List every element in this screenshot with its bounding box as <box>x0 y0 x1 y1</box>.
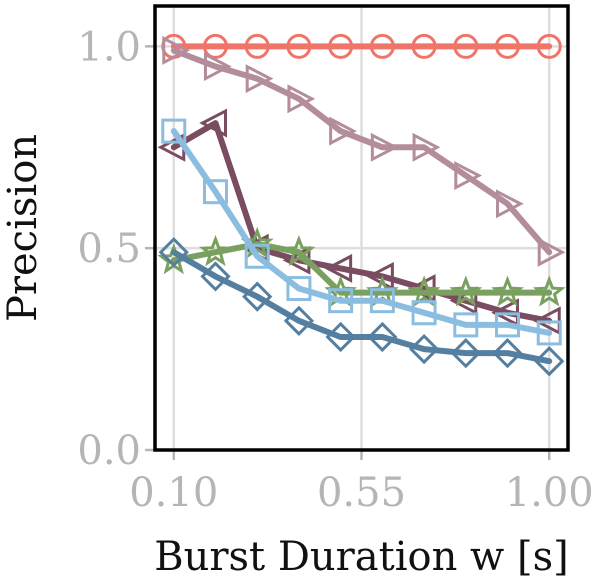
x-tick-label-1: 0.55 <box>317 470 406 516</box>
series-5-point-2 <box>242 281 273 312</box>
series-1-point-7 <box>454 161 483 191</box>
x-tick-label-2: 1.00 <box>505 470 594 516</box>
series-0-point-2 <box>244 33 270 59</box>
series-4-point-9 <box>536 320 562 346</box>
series-1-line <box>170 47 553 256</box>
x-axis-title: Burst Duration w [s] <box>154 534 569 579</box>
series-1-point-6 <box>412 132 441 162</box>
series-0-point-9 <box>536 33 562 59</box>
series-3-point-1 <box>199 234 232 267</box>
series-5 <box>158 237 565 377</box>
series-3-point-6 <box>407 275 441 307</box>
series-group <box>157 33 566 377</box>
y-tick-label-0: 0.0 <box>77 428 141 474</box>
series-3-point-3 <box>282 234 316 267</box>
series-1 <box>162 35 566 267</box>
series-4-point-6 <box>411 300 437 326</box>
series-1-point-3 <box>287 84 316 114</box>
series-1-point-8 <box>496 189 524 219</box>
x-tick-label-0: 0.10 <box>129 470 218 516</box>
series-4 <box>161 118 562 346</box>
series-1-point-1 <box>203 52 232 82</box>
series-4-point-0 <box>161 118 187 144</box>
series-3-point-9 <box>532 275 566 307</box>
series-4-point-8 <box>495 312 521 338</box>
series-5-point-6 <box>408 333 440 365</box>
series-0-point-3 <box>286 33 312 59</box>
series-5-point-1 <box>200 261 231 292</box>
series-4-point-3 <box>286 276 312 302</box>
y-axis-title: Precision <box>0 134 46 322</box>
series-3-point-8 <box>491 275 524 307</box>
series-1-point-2 <box>245 64 274 94</box>
series-1-point-9 <box>537 237 566 267</box>
series-4-point-7 <box>453 312 479 338</box>
series-5-line <box>170 249 553 365</box>
series-2-point-4 <box>324 253 353 283</box>
series-5-point-4 <box>325 321 356 353</box>
series-5-point-5 <box>367 321 398 353</box>
series-0-point-8 <box>495 33 521 59</box>
series-3-point-7 <box>449 275 483 307</box>
series-5-point-7 <box>450 338 481 369</box>
series-2-point-1 <box>199 108 227 138</box>
y-tick-label-2: 1.0 <box>77 24 141 70</box>
series-4-point-1 <box>202 179 228 205</box>
series-1-point-4 <box>329 116 357 146</box>
series-5-point-3 <box>283 305 315 336</box>
series-1-point-5 <box>370 132 399 162</box>
series-0 <box>161 33 562 59</box>
series-0-point-4 <box>328 33 354 59</box>
series-5-point-9 <box>534 346 565 377</box>
series-0-point-5 <box>369 33 395 59</box>
series-3-line <box>170 241 553 296</box>
series-2-line <box>170 120 553 324</box>
series-0-point-1 <box>202 33 228 59</box>
series-5-point-0 <box>158 237 189 268</box>
series-4-line <box>170 128 553 336</box>
series-4-point-4 <box>328 288 354 314</box>
series-4-point-2 <box>244 243 270 269</box>
series-5-point-8 <box>492 338 523 369</box>
plot-frame <box>153 4 570 452</box>
series-0-point-6 <box>411 33 437 59</box>
series-0-point-7 <box>453 33 479 59</box>
y-tick-label-1: 0.5 <box>77 226 141 272</box>
series-4-point-5 <box>369 288 395 314</box>
series-1-point-0 <box>162 35 191 65</box>
